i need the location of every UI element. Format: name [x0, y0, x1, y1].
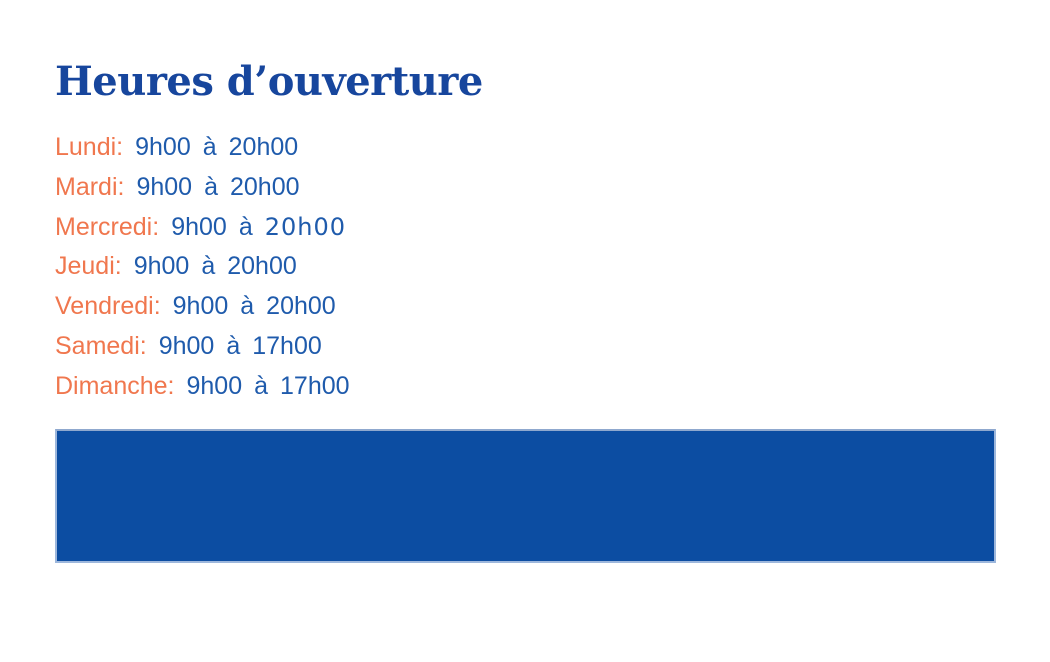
- time-separator: à: [204, 172, 218, 201]
- open-time: 9h00: [186, 371, 243, 400]
- schedule-row-mercredi: Mercredi: 9h00 à 20h00: [55, 208, 1050, 248]
- close-time: 17h00: [252, 331, 322, 360]
- close-time: 17h00: [280, 371, 350, 400]
- page-content: Heures d’ouverture Lundi: 9h00 à 20h00 Mard…: [0, 62, 1050, 563]
- open-time: 9h00: [172, 292, 229, 321]
- day-label: Mardi:: [55, 172, 125, 201]
- day-label: Mercredi:: [55, 212, 160, 241]
- opening-hours-list: Lundi: 9h00 à 20h00 Mardi: 9h00 à 20h00 Mercre…: [55, 128, 1050, 407]
- time-separator: à: [201, 252, 216, 281]
- footer-band: [55, 428, 996, 563]
- page-title: Heures d’ouverture: [55, 58, 483, 105]
- open-time: 9h00: [171, 212, 227, 241]
- schedule-row-jeudi: Jeudi: 9h00 à 20h00: [55, 247, 1050, 287]
- time-separator: à: [202, 133, 217, 161]
- close-time: 20h00: [266, 292, 336, 321]
- day-label: Jeudi:: [55, 252, 122, 281]
- close-time: 20h00: [227, 252, 297, 281]
- time-separator: à: [226, 331, 241, 360]
- time-separator: à: [254, 371, 269, 400]
- time-separator: à: [238, 212, 253, 241]
- day-label: Lundi:: [55, 133, 124, 161]
- close-time: 20h00: [228, 133, 299, 161]
- schedule-row-dimanche: Dimanche: 9h00 à 17h00: [55, 367, 1050, 407]
- schedule-row-lundi: Lundi: 9h00 à 20h00: [55, 128, 1050, 168]
- schedule-row-vendredi: Vendredi: 9h00 à 20h00: [55, 287, 1050, 327]
- close-time: 20h00: [264, 212, 347, 241]
- open-time: 9h00: [136, 172, 193, 201]
- open-time: 9h00: [135, 133, 191, 161]
- time-separator: à: [240, 292, 255, 321]
- open-time: 9h00: [133, 252, 190, 281]
- open-time: 9h00: [158, 331, 215, 360]
- schedule-row-samedi: Samedi: 9h00 à 17h00: [55, 327, 1050, 367]
- schedule-row-mardi: Mardi: 9h00 à 20h00: [55, 168, 1050, 208]
- day-label: Samedi:: [55, 331, 147, 360]
- day-label: Vendredi:: [55, 292, 161, 321]
- close-time: 20h00: [230, 172, 300, 201]
- day-label: Dimanche:: [55, 371, 175, 400]
